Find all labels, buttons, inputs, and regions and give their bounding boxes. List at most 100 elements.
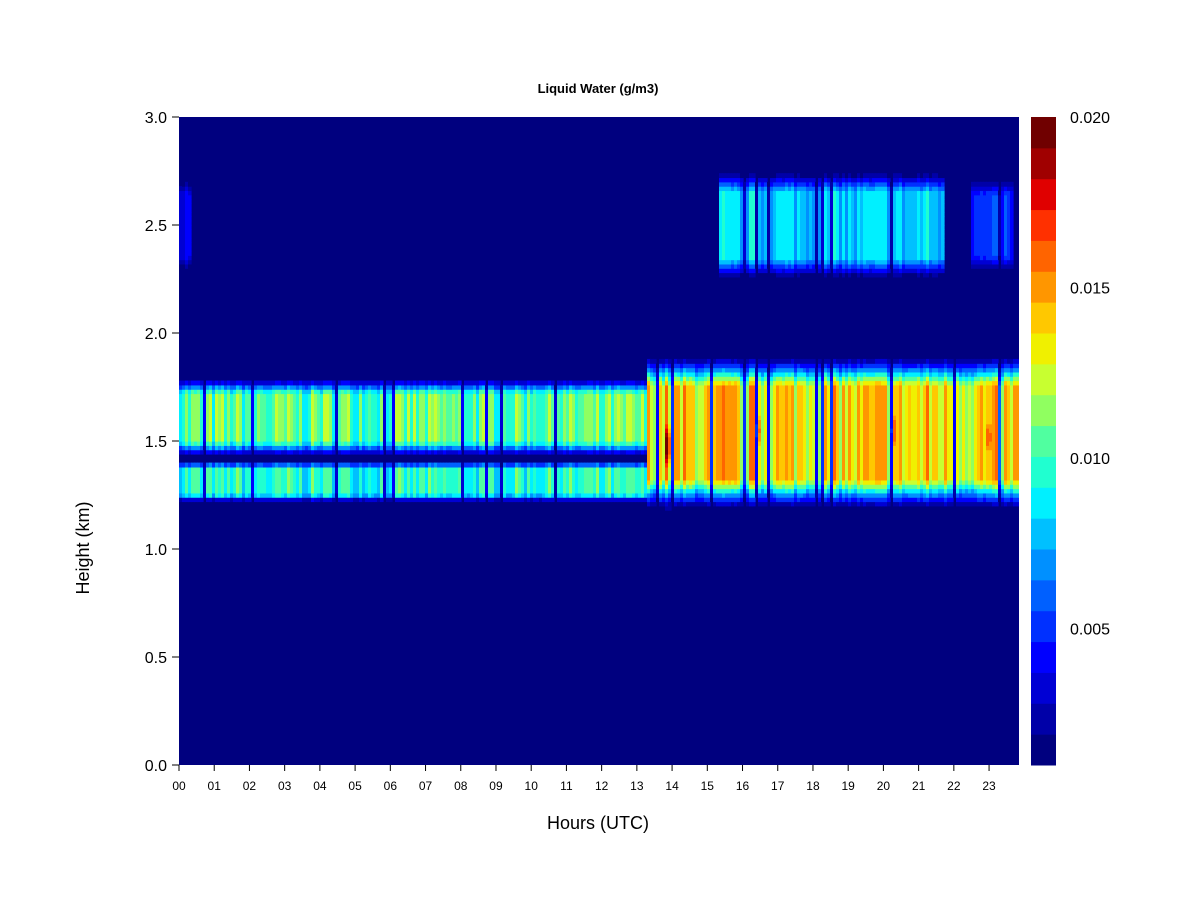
heatmap-cell (434, 492, 438, 498)
heatmap-cell (659, 471, 663, 477)
heatmap-cell (401, 436, 405, 442)
heatmap-cell (683, 479, 687, 485)
heatmap-cell (578, 497, 582, 503)
heatmap-cell (572, 428, 576, 433)
heatmap-cell (455, 397, 459, 403)
heatmap-cell (254, 466, 258, 472)
heatmap-cell (500, 419, 504, 425)
heatmap-cell (446, 445, 450, 451)
heatmap-cell (707, 367, 711, 373)
heatmap-cell (701, 445, 705, 451)
heatmap-cell (464, 410, 468, 416)
heatmap-cell (200, 445, 204, 451)
heatmap-cell (707, 389, 711, 395)
heatmap-cell (605, 462, 609, 468)
heatmap-cell (263, 415, 267, 420)
heatmap-cell (194, 492, 198, 498)
heatmap-cell (581, 410, 585, 416)
heatmap-cell (443, 384, 447, 390)
heatmap-cell (341, 466, 345, 472)
heatmap-cell (431, 492, 435, 498)
heatmap-cell (500, 384, 504, 390)
heatmap-cell (701, 492, 705, 498)
heatmap-cell (491, 488, 495, 494)
heatmap-cell (674, 462, 678, 468)
heatmap-cell (182, 492, 186, 498)
heatmap-cell (479, 441, 483, 446)
heatmap-cell (476, 415, 480, 420)
heatmap-cell (716, 371, 720, 377)
heatmap-cell (482, 479, 486, 485)
heatmap-cell (209, 449, 213, 455)
heatmap-cell (284, 497, 288, 503)
heatmap-cell (437, 389, 441, 395)
heatmap-cell (701, 419, 705, 425)
heatmap-cell (434, 479, 438, 485)
heatmap-cell (521, 492, 525, 498)
heatmap-cell (269, 449, 273, 455)
heatmap-cell (719, 376, 723, 382)
heatmap-cell (608, 406, 612, 412)
heatmap-cell (560, 393, 564, 399)
heatmap-cell (317, 402, 321, 408)
heatmap-cell (704, 475, 708, 481)
heatmap-cell (647, 406, 651, 412)
heatmap-cell (659, 475, 663, 481)
heatmap-cell (284, 384, 288, 390)
heatmap-cell (503, 449, 507, 455)
heatmap-cell (617, 384, 621, 390)
heatmap-cell (371, 479, 375, 485)
heatmap-cell (512, 393, 516, 399)
heatmap-cell (722, 445, 726, 451)
heatmap-cell (632, 389, 636, 395)
heatmap-cell (338, 484, 342, 490)
heatmap-cell (290, 449, 294, 455)
heatmap-cell (188, 225, 192, 230)
heatmap-cell (392, 466, 396, 472)
heatmap-cell (566, 393, 570, 399)
heatmap-cell (182, 488, 186, 494)
heatmap-cell (269, 488, 273, 494)
heatmap-cell (365, 380, 369, 386)
heatmap-cell (470, 423, 474, 429)
heatmap-cell (482, 441, 486, 446)
heatmap-cell (719, 449, 723, 455)
heatmap-cell (491, 441, 495, 446)
heatmap-cell (467, 441, 471, 446)
heatmap-cell (491, 492, 495, 498)
heatmap-cell (206, 406, 210, 412)
heatmap-cell (608, 397, 612, 403)
heatmap-cell (479, 393, 483, 399)
heatmap-cell (182, 384, 186, 390)
heatmap-cell (656, 423, 660, 429)
heatmap-cell (428, 488, 432, 494)
heatmap-cell (629, 492, 633, 498)
heatmap-cell (590, 393, 594, 399)
heatmap-cell (449, 397, 453, 403)
heatmap-cell (293, 462, 297, 468)
heatmap-cell (683, 471, 687, 477)
heatmap-cell (656, 441, 660, 446)
heatmap-cell (200, 436, 204, 442)
heatmap-cell (320, 406, 324, 412)
heatmap-cell (629, 423, 633, 429)
heatmap-cell (689, 415, 693, 420)
heatmap-cell (551, 466, 555, 472)
heatmap-cell (704, 406, 708, 412)
heatmap-cell (659, 406, 663, 412)
heatmap-cell (704, 384, 708, 390)
heatmap-cell (200, 497, 204, 503)
heatmap-cell (698, 445, 702, 451)
heatmap-cell (326, 393, 330, 399)
heatmap-cell (572, 441, 576, 446)
heatmap-cell (623, 466, 627, 472)
heatmap-cell (377, 423, 381, 429)
heatmap-cell (698, 488, 702, 494)
heatmap-cell (320, 492, 324, 498)
heatmap-cell (509, 415, 513, 420)
heatmap-cell (716, 484, 720, 490)
heatmap-cell (437, 415, 441, 420)
heatmap-cell (398, 384, 402, 390)
heatmap-cell (218, 492, 222, 498)
heatmap-cell (626, 488, 630, 494)
